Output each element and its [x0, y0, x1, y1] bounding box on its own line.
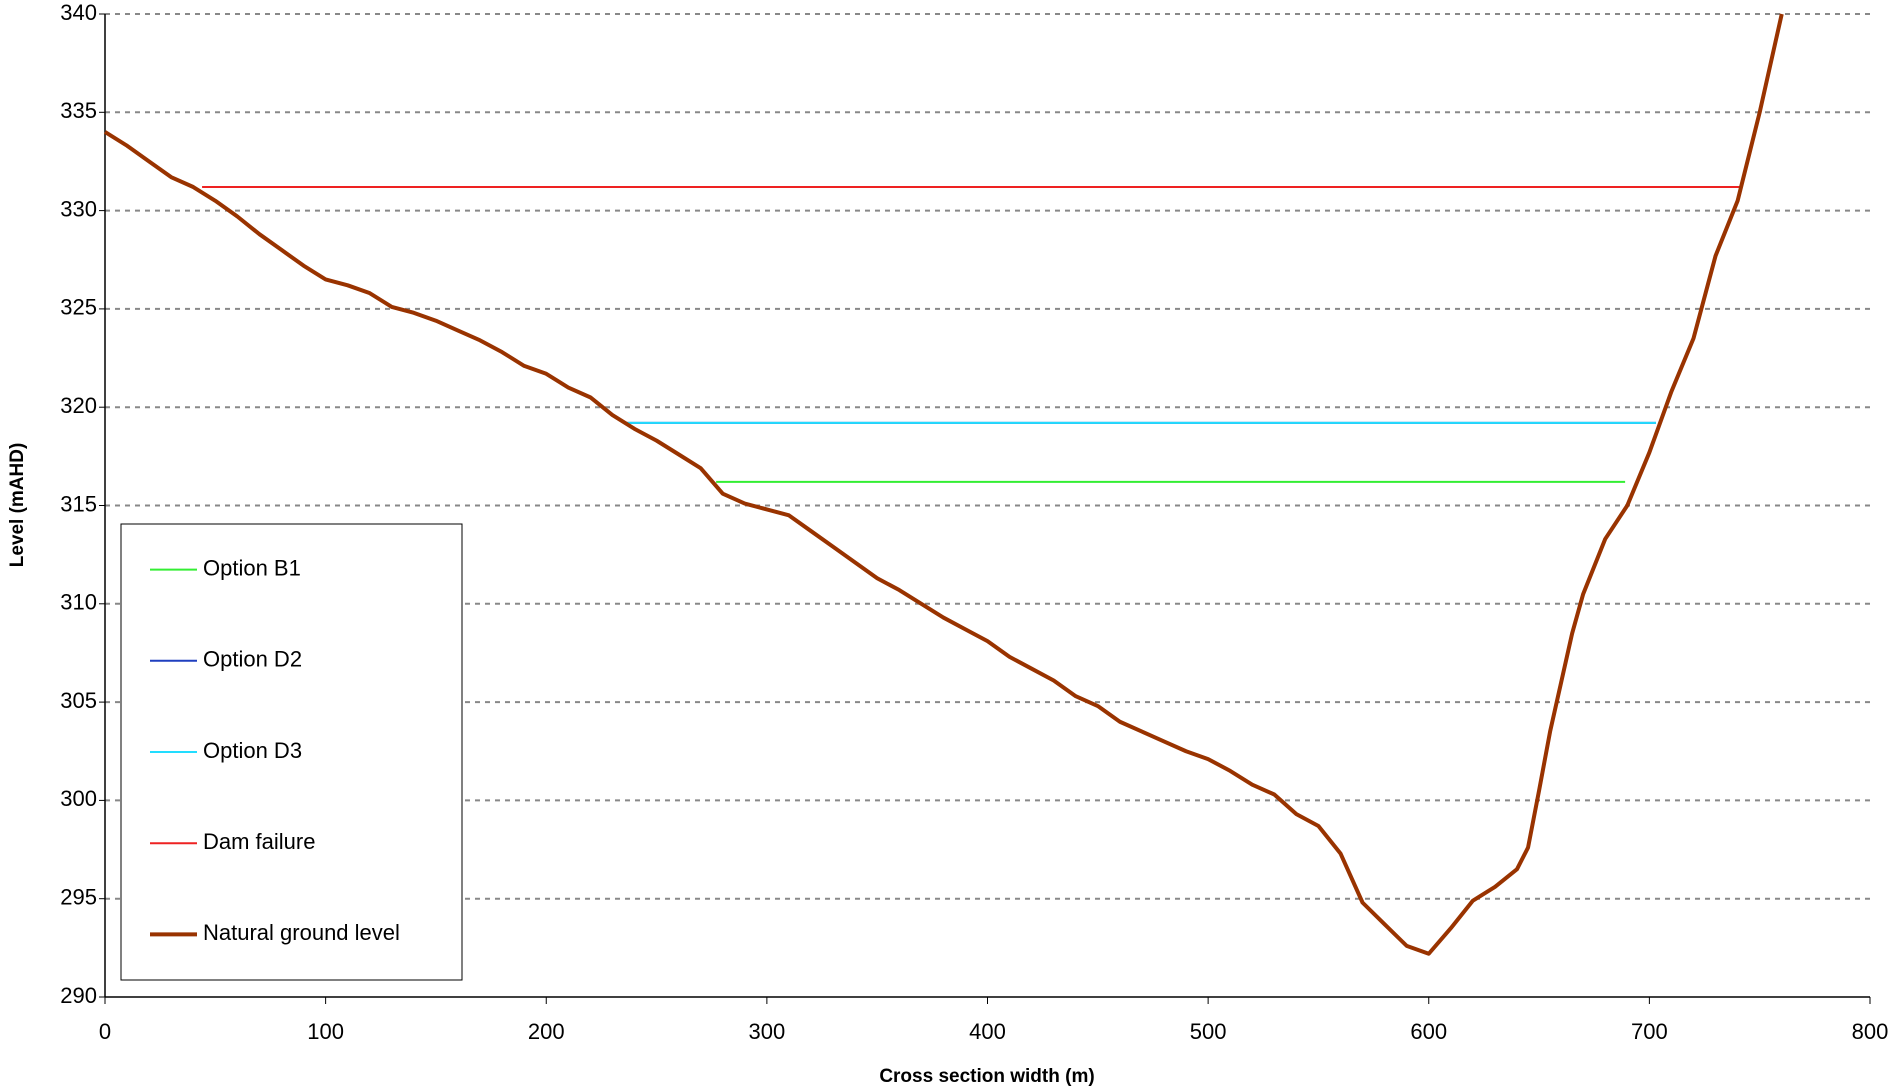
- y-tick-label: 295: [60, 885, 97, 910]
- y-tick-label: 300: [60, 786, 97, 811]
- legend-label: Option D2: [203, 647, 302, 672]
- y-tick-label: 340: [60, 0, 97, 25]
- x-axis-title: Cross section width (m): [879, 1066, 1094, 1087]
- x-tick-label: 800: [1852, 1019, 1889, 1044]
- legend-label: Natural ground level: [203, 920, 400, 945]
- y-tick-label: 305: [60, 688, 97, 713]
- y-tick-label: 330: [60, 196, 97, 221]
- x-tick-label: 300: [749, 1019, 786, 1044]
- x-tick-label: 100: [307, 1019, 344, 1044]
- series-line: [103, 13, 1784, 956]
- legend-label: Dam failure: [203, 829, 315, 854]
- y-tick-label: 315: [60, 491, 97, 516]
- y-tick-label: 310: [60, 590, 97, 615]
- x-tick-label: 400: [969, 1019, 1006, 1044]
- x-tick-label: 700: [1631, 1019, 1668, 1044]
- y-tick-label: 335: [60, 98, 97, 123]
- legend-label: Option D3: [203, 738, 302, 763]
- y-tick-label: 325: [60, 295, 97, 320]
- y-tick-label: 320: [60, 393, 97, 418]
- y-tick-label: 290: [60, 983, 97, 1008]
- y-axis-title: Level (mAHD): [7, 443, 28, 568]
- x-tick-label: 500: [1190, 1019, 1227, 1044]
- x-tick-label: 0: [99, 1019, 111, 1044]
- legend-label: Option B1: [203, 555, 301, 580]
- x-tick-label: 200: [528, 1019, 565, 1044]
- x-tick-label: 600: [1410, 1019, 1447, 1044]
